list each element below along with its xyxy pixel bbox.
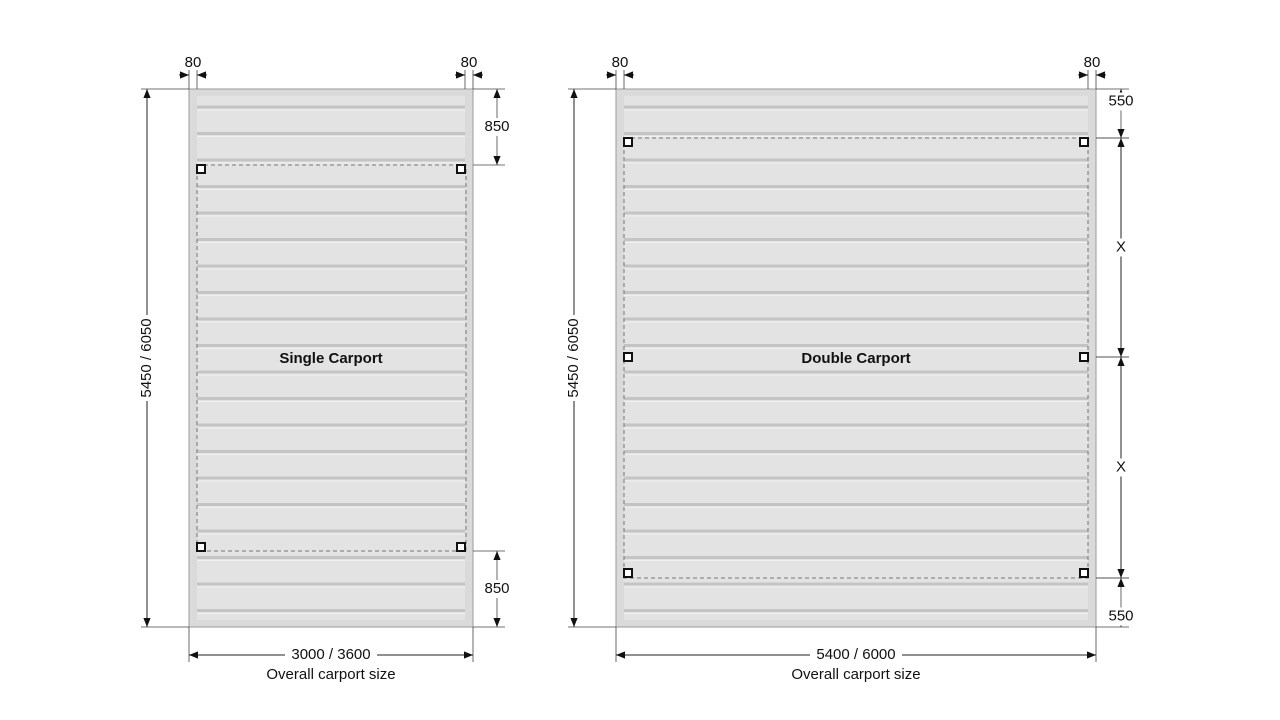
label-bg (1114, 458, 1128, 477)
post (623, 137, 633, 147)
right-dim-label: 850 (484, 118, 509, 135)
right-dim-label: X (1116, 458, 1126, 475)
carport-label: Single Carport (279, 350, 382, 367)
width-caption: Overall carport size (266, 666, 395, 683)
right-dim-label: 550 (1108, 92, 1133, 109)
post (196, 164, 206, 174)
right-dim-label: 850 (484, 580, 509, 597)
carport-label: Double Carport (801, 350, 910, 367)
side-dim: 80 (1084, 54, 1101, 71)
post (623, 352, 633, 362)
width-caption: Overall carport size (791, 666, 920, 683)
post (623, 568, 633, 578)
post (1079, 352, 1089, 362)
roof-sheet (197, 96, 465, 620)
label-bg (481, 118, 513, 136)
label-bg (137, 315, 157, 401)
post-outline (196, 164, 467, 552)
post (196, 542, 206, 552)
label-bg (1105, 92, 1137, 111)
post-outline (623, 137, 1089, 579)
post (456, 164, 466, 174)
width-dim-label: 5400 / 6000 (816, 646, 895, 663)
height-dim-label: 5450 / 6050 (138, 318, 155, 397)
carport (188, 88, 474, 628)
height-dim-label: 5450 / 6050 (565, 318, 582, 397)
right-dim-label: 550 (1108, 607, 1133, 624)
label-bg (810, 647, 902, 663)
side-dim: 80 (185, 54, 202, 71)
right-dim-label: X (1116, 238, 1126, 255)
roof-sheet (624, 96, 1088, 620)
side-dim: 80 (461, 54, 478, 71)
label-bg (1105, 607, 1137, 626)
label-bg (564, 315, 584, 401)
width-dim-label: 3000 / 3600 (291, 646, 370, 663)
label-bg (1114, 238, 1128, 257)
label-bg (481, 580, 513, 598)
carport (615, 88, 1097, 628)
label-bg (285, 647, 377, 663)
post (1079, 568, 1089, 578)
post (1079, 137, 1089, 147)
side-dim: 80 (612, 54, 629, 71)
post (456, 542, 466, 552)
